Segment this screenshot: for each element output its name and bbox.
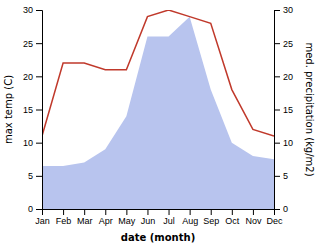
- tick-mark: [36, 76, 42, 77]
- tick-mark: [274, 76, 280, 77]
- tick: May: [118, 209, 136, 226]
- tick: Jun: [141, 209, 156, 226]
- tick-label: 0: [283, 204, 288, 214]
- axis-line: [36, 11, 43, 210]
- chart: JanFebMarAprMayJunJulAugSepOctNovDec0510…: [0, 0, 318, 247]
- tick: 30: [23, 5, 42, 15]
- tick-mark: [36, 143, 42, 144]
- tick-mark: [274, 143, 280, 144]
- tick: Dec: [266, 209, 283, 226]
- tick: 5: [274, 171, 288, 181]
- tick-mark: [63, 209, 64, 215]
- tick-mark: [190, 209, 191, 215]
- x-axis: Jan Feb Mar Apr May Jun Jul Aug Sep Oct Nov Dec: [35, 209, 283, 226]
- tick: 0: [274, 204, 288, 214]
- tick-mark: [105, 209, 106, 215]
- y2-axis-title: med. precipitation (kg/m2): [304, 42, 315, 176]
- tick-mark: [36, 176, 42, 177]
- tick: Jul: [163, 209, 175, 226]
- tick-mark: [36, 43, 42, 44]
- tick-label: 5: [28, 171, 33, 181]
- tick: Jan: [35, 209, 50, 226]
- tick: 5: [28, 171, 42, 181]
- tick-mark: [253, 209, 254, 215]
- tick-mark: [274, 209, 280, 210]
- tick: 15: [23, 105, 42, 115]
- tick-label: 5: [283, 171, 288, 181]
- tick-label: May: [118, 216, 136, 226]
- tick-mark: [232, 209, 233, 215]
- tick-label: Aug: [182, 216, 198, 226]
- tick: 20: [23, 72, 42, 82]
- tick: Oct: [225, 209, 240, 226]
- tick-mark: [36, 209, 42, 210]
- tick-label: Feb: [56, 216, 72, 226]
- y-axis-title: max temp (C): [3, 75, 14, 144]
- tick-label: Mar: [77, 216, 93, 226]
- tick-label: Dec: [266, 216, 283, 226]
- tick-label: 0: [28, 204, 33, 214]
- tick-label: Apr: [99, 216, 113, 226]
- tick-mark: [274, 110, 280, 111]
- tick: 10: [274, 138, 293, 148]
- tick-label: Jul: [163, 216, 175, 226]
- tick: Apr: [99, 209, 113, 226]
- tick-mark: [147, 209, 148, 215]
- tick-label: 15: [283, 105, 293, 115]
- tick-mark: [274, 176, 280, 177]
- tick-mark: [36, 110, 42, 111]
- tick-mark: [126, 209, 127, 215]
- tick-mark: [274, 43, 280, 44]
- tick: Sep: [203, 209, 219, 226]
- tick: Mar: [77, 209, 93, 226]
- tick-label: 15: [23, 105, 33, 115]
- tick-label: 25: [23, 39, 33, 49]
- tick-mark: [211, 209, 212, 215]
- area: [42, 17, 274, 209]
- tick-mark: [274, 10, 280, 11]
- tick-label: 20: [283, 72, 293, 82]
- tick: Nov: [245, 209, 262, 226]
- tick-label: Jun: [141, 216, 156, 226]
- tick: Aug: [182, 209, 198, 226]
- tick-label: 20: [23, 72, 33, 82]
- tick: 0: [28, 204, 42, 214]
- tick: 20: [274, 72, 293, 82]
- tick-label: Sep: [203, 216, 219, 226]
- tick-label: 30: [23, 5, 33, 15]
- tick-label: 10: [23, 138, 33, 148]
- tick-mark: [169, 209, 170, 215]
- tick-mark: [84, 209, 85, 215]
- tick-label: Oct: [225, 216, 240, 226]
- y2-axis: 0 5 10 15 20 25 30: [274, 5, 293, 214]
- tick-label: 10: [283, 138, 293, 148]
- tick-label: 25: [283, 39, 293, 49]
- tick-mark: [36, 10, 42, 11]
- tick: 10: [23, 138, 42, 148]
- tick: 15: [274, 105, 293, 115]
- axis-line: [275, 11, 281, 210]
- tick-label: Nov: [245, 216, 262, 226]
- tick: 25: [23, 39, 42, 49]
- tick-label: Jan: [35, 216, 50, 226]
- y-axis: 0 5 10 15 20 25 30: [23, 5, 43, 214]
- tick: 30: [274, 5, 293, 15]
- tick: 25: [274, 39, 293, 49]
- tick: Feb: [56, 209, 72, 226]
- marks: [42, 10, 274, 209]
- x-axis-title: date (month): [121, 232, 195, 243]
- line: [42, 10, 274, 136]
- axis-line: [43, 210, 275, 216]
- plot: JanFebMarAprMayJunJulAugSepOctNovDec0510…: [3, 5, 315, 243]
- tick-label: 30: [283, 5, 293, 15]
